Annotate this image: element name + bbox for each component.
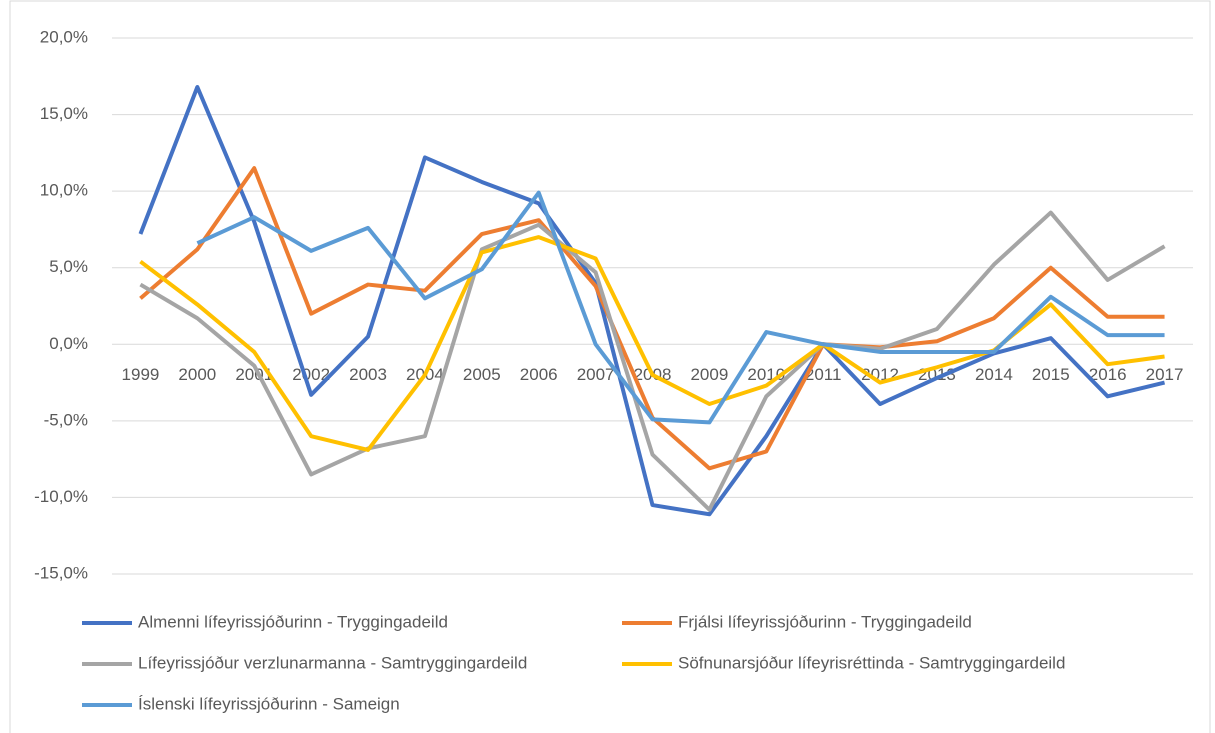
y-tick-label: 10,0% xyxy=(40,181,88,200)
x-tick-label: 2016 xyxy=(1089,365,1127,384)
x-tick-label: 2003 xyxy=(349,365,387,384)
series-line xyxy=(139,210,1166,512)
x-tick-label: 2007 xyxy=(577,365,615,384)
x-tick-label: 2015 xyxy=(1032,365,1070,384)
y-tick-label: 0,0% xyxy=(49,334,88,353)
x-tick-label: 2014 xyxy=(975,365,1013,384)
legend-label: Frjálsi lífeyrissjóðurinn - Tryggingadei… xyxy=(678,612,972,631)
series-line xyxy=(196,190,1165,425)
chart-frame xyxy=(9,0,1211,733)
y-tick-label: -15,0% xyxy=(34,563,88,582)
series-line xyxy=(139,166,1165,471)
y-tick-label: 5,0% xyxy=(49,257,88,276)
legend-label: Almenni lífeyrissjóðurinn - Tryggingadei… xyxy=(138,612,448,631)
x-tick-label: 2001 xyxy=(235,365,273,384)
x-tick-label: 2006 xyxy=(520,365,558,384)
y-tick-label: -10,0% xyxy=(34,487,88,506)
y-tick-label: -5,0% xyxy=(44,410,88,429)
x-tick-label: 2017 xyxy=(1146,365,1184,384)
y-tick-label: 20,0% xyxy=(40,27,88,46)
y-tick-label: 15,0% xyxy=(40,104,88,123)
x-tick-label: 2005 xyxy=(463,365,501,384)
x-tick-label: 1999 xyxy=(122,365,160,384)
x-tick-label: 2000 xyxy=(178,365,216,384)
x-tick-label: 2009 xyxy=(690,365,728,384)
legend-label: Söfnunarsjóður lífeyrisréttinda - Samtry… xyxy=(678,653,1065,672)
x-tick-label: 2011 xyxy=(805,365,842,384)
legend-label: Lífeyrissjóður verzlunarmanna - Samtrygg… xyxy=(138,653,527,672)
legend-label: Íslenski lífeyrissjóðurinn - Sameign xyxy=(138,694,400,713)
